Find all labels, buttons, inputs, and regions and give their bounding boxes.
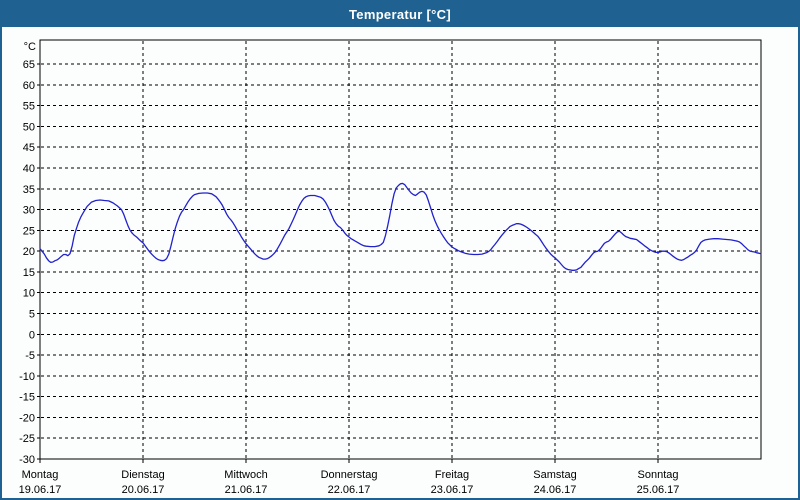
y-tick-label: 60 — [23, 80, 35, 92]
y-tick-label: 50 — [23, 121, 35, 133]
title-bar: Temperatur [°C] — [2, 2, 798, 27]
x-day-label: Donnerstag — [321, 469, 378, 481]
y-tick-label: 10 — [23, 288, 35, 300]
y-tick-label: 0 — [29, 329, 35, 341]
y-tick-label: 5 — [29, 309, 35, 321]
y-tick-label: 45 — [23, 142, 35, 154]
y-tick-label: 40 — [23, 163, 35, 175]
y-tick-label: 55 — [23, 101, 35, 113]
x-date-label: 21.06.17 — [225, 484, 268, 496]
x-date-label: 19.06.17 — [19, 484, 62, 496]
y-tick-label: -5 — [25, 350, 35, 362]
y-tick-label: 25 — [23, 225, 35, 237]
x-day-label: Freitag — [435, 469, 469, 481]
x-date-label: 25.06.17 — [637, 484, 680, 496]
y-tick-label: -15 — [19, 392, 35, 404]
y-tick-label: 15 — [23, 267, 35, 279]
y-tick-label: -25 — [19, 433, 35, 445]
x-date-label: 23.06.17 — [431, 484, 474, 496]
window-title: Temperatur [°C] — [349, 7, 451, 22]
x-date-label: 20.06.17 — [122, 484, 165, 496]
y-tick-label: -10 — [19, 371, 35, 383]
x-day-label: Mittwoch — [224, 469, 267, 481]
y-tick-label: 35 — [23, 184, 35, 196]
x-day-label: Montag — [22, 469, 59, 481]
y-tick-label: -20 — [19, 412, 35, 424]
x-day-label: Sonntag — [638, 469, 679, 481]
y-tick-label: 30 — [23, 205, 35, 217]
y-tick-label: 65 — [23, 59, 35, 71]
y-tick-label: -30 — [19, 454, 35, 466]
x-date-label: 24.06.17 — [534, 484, 577, 496]
y-tick-label: 20 — [23, 246, 35, 258]
y-axis-unit-label: °C — [24, 41, 36, 53]
x-day-label: Dienstag — [121, 469, 164, 481]
x-day-label: Samstag — [533, 469, 576, 481]
x-date-label: 22.06.17 — [328, 484, 371, 496]
temperature-line — [39, 182, 762, 271]
